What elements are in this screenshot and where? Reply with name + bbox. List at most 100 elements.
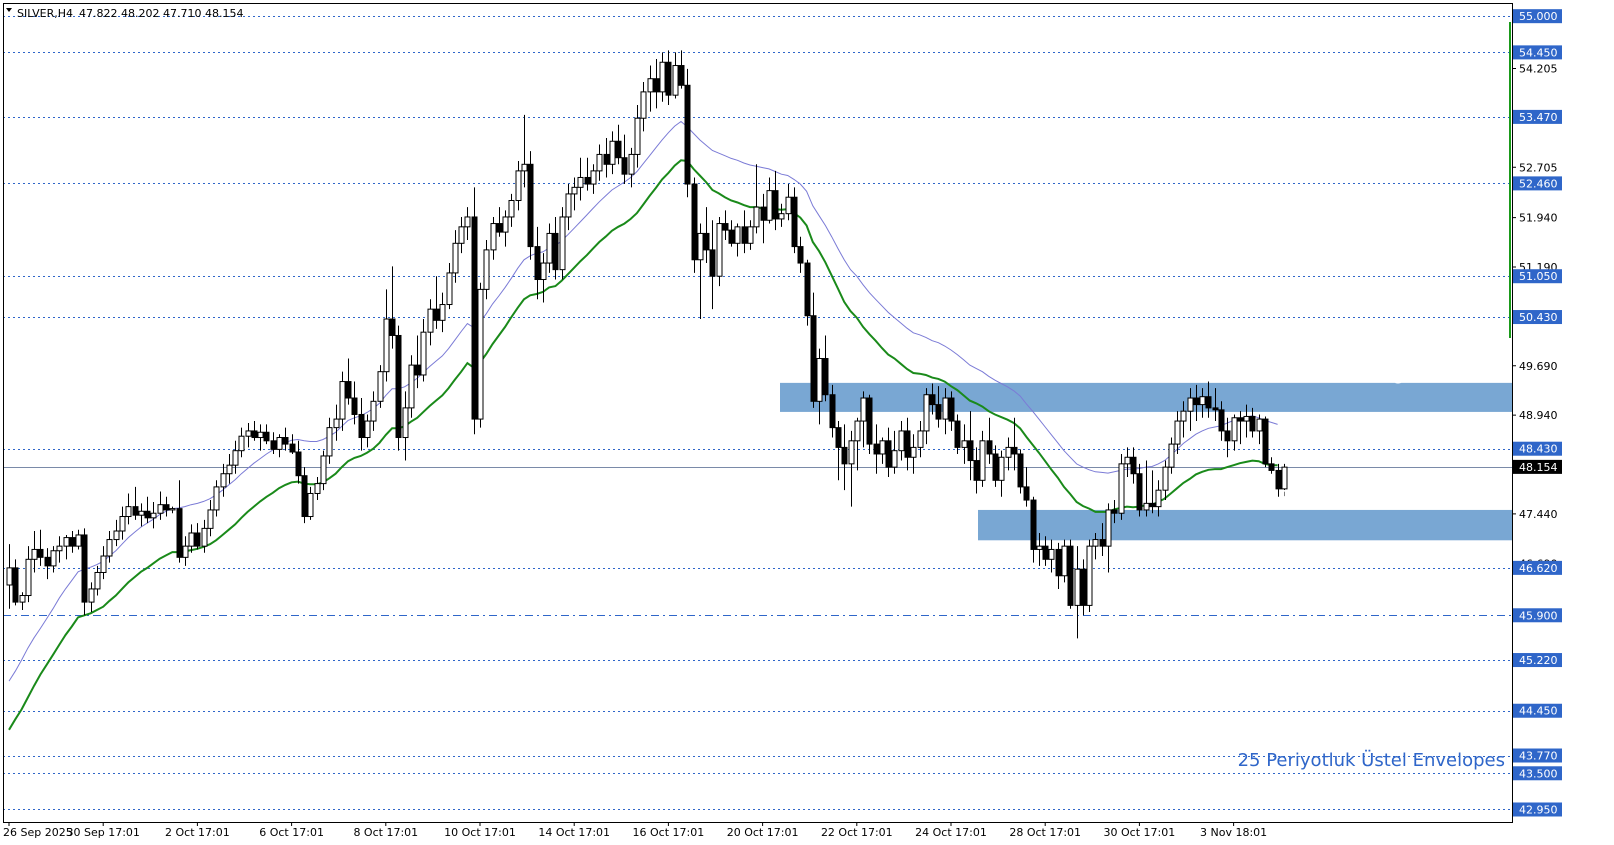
chart-header: SILVER,H4 47.822 48.202 47.710 48.154 — [17, 7, 243, 20]
candle-body-up — [364, 420, 371, 439]
candle-body-up — [1155, 489, 1162, 508]
plot-frame — [3, 3, 1513, 823]
candle-body-up — [125, 506, 132, 518]
candle-body-down — [351, 397, 358, 415]
candle-body-down — [703, 232, 710, 251]
candle-body-up — [628, 153, 635, 175]
candle-body-down — [12, 567, 19, 603]
candle-body-up — [150, 512, 157, 519]
candle-body-down — [289, 443, 296, 453]
candle-body-down — [741, 226, 748, 244]
ohlc-values: 47.822 48.202 47.710 48.154 — [79, 7, 243, 20]
candle-body-up — [307, 492, 314, 518]
level-label: 45.220 — [1519, 654, 1558, 667]
candle-body-up — [63, 537, 70, 547]
candle-body-down — [1262, 418, 1269, 465]
candle-body-up — [427, 308, 434, 333]
candle-body-up — [439, 304, 446, 321]
candle-body-down — [1193, 397, 1200, 406]
candle-body-up — [1199, 396, 1206, 406]
candle-body-up — [565, 193, 572, 218]
candle-body-up — [1048, 548, 1055, 560]
x-tick-label: 6 Oct 17:01 — [259, 826, 324, 839]
candle-body-down — [176, 508, 183, 558]
x-tick-label: 2 Oct 17:01 — [165, 826, 230, 839]
candle-body-down — [163, 504, 170, 511]
candle-body-down — [866, 397, 873, 445]
collapse-triangle-icon[interactable] — [6, 8, 12, 12]
level-label: 55.000 — [1519, 10, 1558, 23]
candle-body-down — [615, 140, 622, 159]
candle-body-down — [395, 334, 402, 439]
ema-green-line — [8, 159, 1278, 731]
candle-body-up — [138, 510, 145, 516]
candle-body-up — [226, 464, 233, 475]
candle-body-down — [132, 506, 139, 516]
candle-body-up — [577, 176, 584, 188]
candle-body-down — [251, 430, 258, 439]
candle-body-down — [684, 84, 691, 185]
x-tick-label: 8 Oct 17:01 — [353, 826, 418, 839]
candle-body-up — [182, 545, 189, 558]
candle-body-up — [1005, 446, 1012, 458]
grid-lines — [3, 16, 1512, 810]
candle-body-up — [1174, 420, 1181, 445]
annotations: SILVER,H4 47.822 48.202 47.710 48.154 49,… — [6, 7, 1505, 771]
candle-body-up — [879, 440, 886, 455]
candle-body-down — [948, 397, 955, 422]
candle-body-up — [716, 223, 723, 277]
candle-body-down — [37, 548, 44, 558]
candle-body-down — [1218, 409, 1225, 432]
candle-body-up — [1143, 502, 1150, 511]
symbol-label: SILVER,H4 — [17, 7, 73, 20]
candle-body-up — [220, 473, 227, 488]
candle-body-up — [75, 534, 82, 547]
candle-body-up — [25, 558, 32, 597]
indicator-label: 25 Periyotluk Üstel Envelopes — [1238, 749, 1505, 771]
candle-body-up — [50, 550, 57, 567]
candle-body-up — [1168, 443, 1175, 468]
candle-body-down — [584, 176, 591, 185]
x-tick-label: 30 Oct 17:01 — [1104, 826, 1176, 839]
candle-body-down — [829, 394, 836, 429]
candle-body-down — [496, 223, 503, 233]
candle-body-down — [1275, 469, 1282, 490]
candle-body-up — [1256, 418, 1263, 432]
candle-body-down — [414, 364, 421, 376]
ema-lines — [8, 120, 1278, 731]
candle-body-up — [1086, 545, 1093, 606]
candle-body-up — [816, 358, 823, 402]
level-label-box — [1513, 269, 1562, 284]
candle-body-up — [1092, 539, 1099, 547]
candle-body-down — [552, 232, 559, 271]
candle-body-down — [1080, 568, 1087, 606]
candle-body-up — [559, 216, 566, 271]
candle-body-down — [1130, 456, 1137, 475]
level-label-box — [1513, 310, 1562, 325]
candle-body-down — [954, 420, 961, 448]
candle-body-up — [609, 140, 616, 165]
level-label: 45.900 — [1519, 609, 1558, 622]
candle-body-up — [88, 588, 95, 603]
candle-body-up — [207, 509, 214, 529]
level-label-box — [1513, 608, 1562, 623]
candle-body-up — [1036, 545, 1043, 550]
candle-body-up — [1074, 568, 1081, 606]
candle-body-up — [1180, 410, 1187, 422]
candle-body-up — [314, 483, 321, 494]
candle-body-up — [998, 456, 1005, 481]
candle-body-down — [935, 404, 942, 420]
level-label: 43.500 — [1519, 767, 1558, 780]
candle-body-down — [873, 443, 880, 455]
current-price-box — [1513, 459, 1562, 474]
candle-body-down — [967, 440, 974, 462]
candle-body-down — [722, 223, 729, 231]
level-label: 50.430 — [1519, 311, 1558, 324]
candle-body-up — [923, 394, 930, 432]
candle-body-up — [245, 430, 252, 437]
y-tick-label: 54.205 — [1519, 63, 1558, 76]
candle-body-down — [603, 153, 610, 165]
zone-rect — [780, 382, 1512, 412]
